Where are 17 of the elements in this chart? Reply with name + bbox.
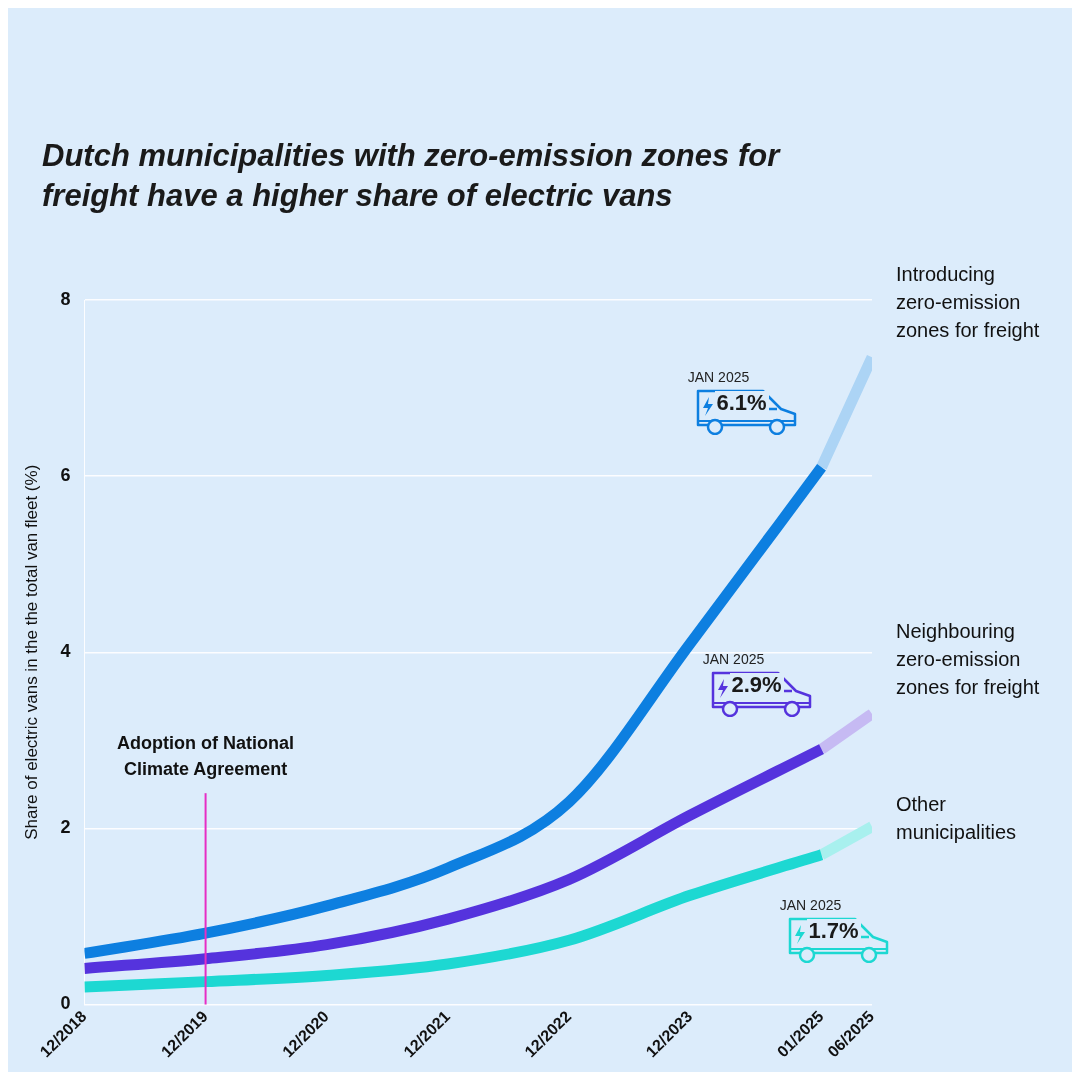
y-tick-label: 8 (60, 288, 71, 309)
annotation: 6.1% (714, 390, 769, 416)
text: Other municipalities (896, 792, 1017, 843)
y-tick-label: 0 (60, 993, 71, 1014)
ref-line-label: Adoption of National Climate Agreement (117, 733, 295, 780)
annotation: JAN 2025 (779, 896, 842, 913)
chart-title: Dutch municipalities with zero-emission zones for freight have a higher share of electric vans (42, 137, 782, 216)
annotation: 1.7% (806, 917, 861, 943)
annotation: 2.9% (729, 672, 784, 698)
y-tick-label: 2 (60, 817, 71, 838)
y-axis-title: Share of electric vans in the the total van fleet (%) (21, 464, 41, 840)
y-tick-label: 4 (60, 641, 71, 662)
text: Introducing zero-emission zones for freight (896, 263, 1040, 342)
y-tick-label: 6 (60, 465, 71, 486)
text: Neighbouring zero-emission zones for freight (896, 619, 1040, 698)
annotation: JAN 2025 (687, 369, 750, 386)
annotation: JAN 2025 (702, 651, 765, 668)
